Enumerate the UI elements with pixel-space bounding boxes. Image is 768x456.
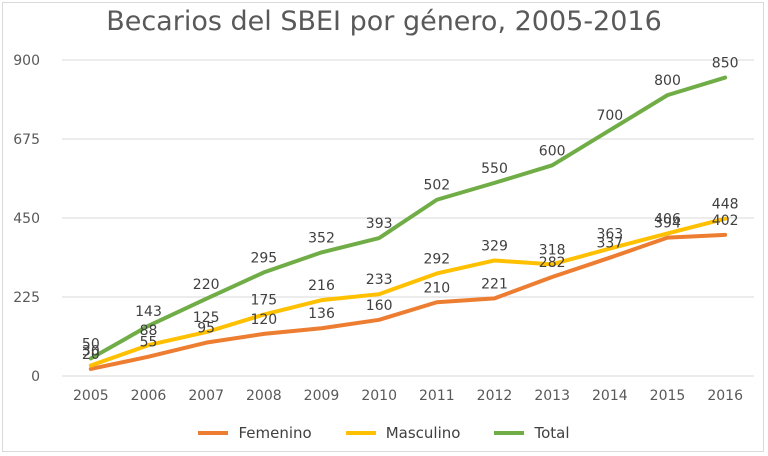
data-label-femenino: 402 bbox=[712, 213, 739, 229]
x-tick-label: 2009 bbox=[304, 388, 340, 404]
legend-swatch-masculino bbox=[345, 431, 376, 435]
data-label-femenino: 120 bbox=[250, 312, 277, 328]
data-label-femenino: 210 bbox=[423, 280, 450, 296]
data-label-masculino: 318 bbox=[539, 242, 566, 258]
data-label-total: 850 bbox=[712, 56, 739, 72]
x-tick-label: 2014 bbox=[592, 388, 628, 404]
data-label-masculino: 329 bbox=[481, 238, 508, 254]
x-tick-label: 2007 bbox=[188, 388, 224, 404]
legend-item-masculino: Masculino bbox=[345, 424, 461, 442]
data-label-masculino: 30 bbox=[82, 343, 100, 359]
data-label-femenino: 20 bbox=[82, 347, 100, 363]
series-line-masculino bbox=[88, 216, 728, 368]
x-tick-label: 2013 bbox=[534, 388, 570, 404]
legend-label-masculino: Masculino bbox=[385, 424, 461, 442]
data-label-femenino: 95 bbox=[197, 321, 215, 337]
chart-title: Becarios del SBEI por género, 2005-2016 bbox=[106, 6, 662, 37]
y-tick-label: 450 bbox=[13, 211, 40, 227]
data-label-total: 50 bbox=[82, 336, 100, 352]
series-lines bbox=[88, 75, 728, 371]
data-label-total: 295 bbox=[250, 250, 277, 266]
data-label-total: 550 bbox=[481, 161, 508, 177]
legend-swatch-total bbox=[494, 431, 525, 435]
x-axis-ticks: 2005 2006 2007 2008 2009 2010 2011 2012 2013 2014… bbox=[73, 388, 743, 404]
legend-item-total: Total bbox=[494, 424, 570, 442]
x-tick-label: 2016 bbox=[707, 388, 743, 404]
y-tick-label: 0 bbox=[31, 369, 40, 385]
data-label-masculino: 406 bbox=[654, 211, 681, 227]
chart-frame bbox=[2, 2, 764, 452]
legend-label-total: Total bbox=[534, 424, 570, 442]
legend: Femenino Masculino Total bbox=[0, 424, 768, 442]
legend-label-femenino: Femenino bbox=[238, 424, 312, 442]
data-label-femenino: 221 bbox=[481, 276, 508, 292]
legend-item-femenino: Femenino bbox=[198, 424, 312, 442]
data-label-femenino: 394 bbox=[654, 216, 681, 232]
y-axis-ticks: 0 225 450 675 900 bbox=[13, 53, 40, 385]
data-label-femenino: 160 bbox=[366, 298, 393, 314]
x-tick-label: 2006 bbox=[131, 388, 167, 404]
data-label-masculino: 175 bbox=[250, 293, 277, 309]
data-labels: 20 55 95 120 136 160 210 221 282 337 394 402 30 88 125… bbox=[82, 56, 739, 363]
data-label-femenino: 282 bbox=[539, 255, 566, 271]
data-label-masculino: 292 bbox=[423, 251, 450, 267]
series-line-total bbox=[88, 75, 728, 361]
x-tick-label: 2015 bbox=[650, 388, 686, 404]
data-label-femenino: 55 bbox=[140, 335, 158, 351]
y-tick-label: 900 bbox=[13, 53, 40, 69]
data-label-masculino: 363 bbox=[596, 227, 623, 243]
data-label-masculino: 125 bbox=[193, 310, 220, 326]
y-tick-label: 225 bbox=[13, 290, 40, 306]
data-label-femenino: 337 bbox=[596, 236, 623, 252]
data-label-total: 352 bbox=[308, 230, 335, 246]
data-label-total: 220 bbox=[193, 277, 220, 293]
data-label-total: 502 bbox=[423, 178, 450, 194]
legend-swatch-femenino bbox=[198, 431, 229, 435]
x-tick-label: 2010 bbox=[361, 388, 397, 404]
x-tick-label: 2011 bbox=[419, 388, 455, 404]
x-tick-label: 2005 bbox=[73, 388, 109, 404]
data-label-femenino: 136 bbox=[308, 306, 335, 322]
series-line-femenino bbox=[88, 232, 728, 371]
data-label-total: 393 bbox=[366, 216, 393, 232]
data-label-total: 600 bbox=[539, 143, 566, 159]
x-tick-label: 2008 bbox=[246, 388, 282, 404]
data-label-masculino: 233 bbox=[366, 272, 393, 288]
y-tick-label: 675 bbox=[13, 132, 40, 148]
data-label-total: 700 bbox=[596, 108, 623, 124]
data-label-masculino: 88 bbox=[140, 323, 158, 339]
x-tick-label: 2012 bbox=[477, 388, 513, 404]
data-label-masculino: 448 bbox=[712, 197, 739, 213]
data-label-total: 800 bbox=[654, 73, 681, 89]
data-label-masculino: 216 bbox=[308, 278, 335, 294]
data-label-total: 143 bbox=[135, 304, 162, 320]
